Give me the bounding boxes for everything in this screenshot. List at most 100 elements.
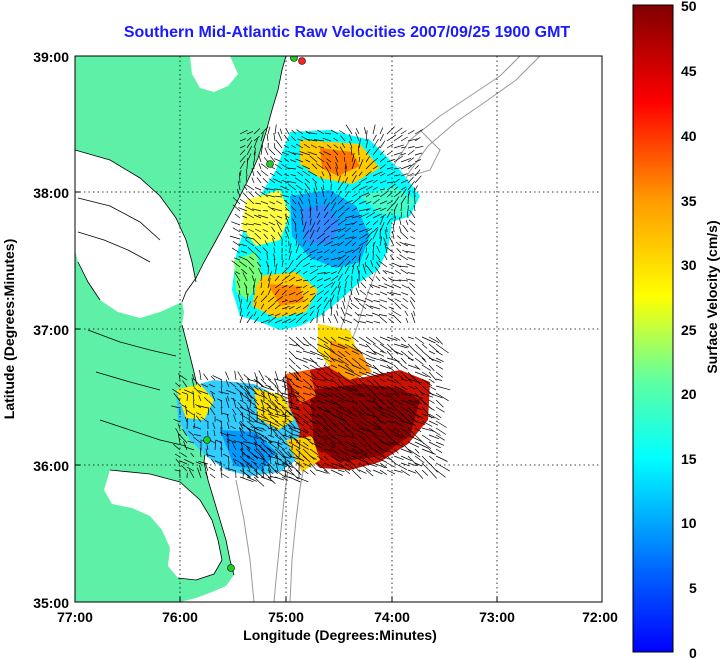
y-tick: 35:00 — [33, 595, 69, 611]
velocity-arrow-icon — [273, 247, 276, 254]
velocity-arrow-icon — [177, 433, 181, 444]
velocity-arrow-icon — [330, 462, 346, 469]
velocity-arrow-icon — [387, 297, 395, 303]
velocity-arrow-icon — [240, 442, 244, 451]
velocity-arrow-icon — [323, 350, 336, 362]
velocity-arrow-icon — [372, 371, 382, 376]
velocity-arrow-icon — [400, 269, 409, 275]
velocity-arrow-icon — [393, 357, 403, 366]
velocity-arrow-icon — [260, 290, 265, 296]
velocity-arrow-icon — [253, 378, 263, 387]
velocity-arrow-icon — [393, 392, 400, 397]
velocity-arrow-icon — [256, 468, 258, 479]
velocity-arrow-icon — [336, 303, 339, 310]
velocity-arrow-icon — [379, 434, 387, 439]
velocity-arrow-icon — [264, 435, 272, 444]
velocity-arrow-icon — [291, 194, 297, 198]
velocity-arrow-icon — [302, 221, 307, 233]
velocity-arrow-icon — [245, 285, 248, 296]
velocity-arrow-icon — [315, 197, 318, 205]
velocity-arrow-icon — [293, 394, 300, 402]
velocity-arrow-icon — [379, 200, 388, 205]
velocity-arrow-icon — [253, 223, 262, 226]
velocity-arrow-icon — [386, 392, 395, 400]
velocity-arrow-icon — [251, 168, 255, 177]
velocity-arrow-icon — [413, 204, 416, 212]
velocity-arrow-icon — [365, 238, 373, 247]
velocity-arrow-icon — [260, 319, 270, 324]
y-tick: 39:00 — [33, 49, 69, 65]
velocity-arrow-icon — [365, 385, 377, 396]
velocity-arrow-icon — [369, 305, 381, 310]
velocity-arrow-icon — [246, 413, 259, 423]
velocity-arrow-icon — [376, 245, 381, 254]
velocity-arrow-icon — [358, 228, 369, 233]
velocity-arrow-icon — [270, 427, 273, 437]
velocity-arrow-icon — [267, 463, 272, 472]
velocity-arrow-icon — [245, 175, 248, 184]
velocity-arrow-icon — [288, 357, 296, 365]
velocity-arrow-icon — [330, 399, 345, 409]
velocity-arrow-icon — [244, 205, 255, 212]
velocity-arrow-icon — [295, 413, 309, 424]
velocity-arrow-icon — [358, 192, 369, 198]
velocity-arrow-icon — [180, 453, 188, 458]
velocity-arrow-icon — [295, 259, 303, 268]
velocity-arrow-icon — [400, 364, 408, 370]
velocity-arrow-icon — [204, 462, 209, 472]
velocity-arrow-icon — [393, 462, 408, 471]
velocity-arrow-icon — [288, 343, 297, 347]
velocity-arrow-icon — [344, 336, 352, 340]
velocity-arrow-icon — [226, 438, 237, 444]
velocity-arrow-icon — [393, 178, 400, 184]
velocity-arrow-icon — [435, 336, 443, 345]
velocity-arrow-icon — [275, 195, 283, 198]
velocity-arrow-icon — [295, 306, 302, 310]
velocity-arrow-icon — [273, 142, 276, 149]
velocity-arrow-icon — [297, 201, 304, 212]
velocity-arrow-icon — [239, 391, 244, 402]
velocity-arrow-icon — [386, 364, 395, 372]
velocity-arrow-icon — [330, 249, 337, 254]
velocity-arrow-icon — [210, 375, 216, 381]
velocity-arrow-icon — [267, 413, 279, 418]
velocity-arrow-icon — [246, 427, 262, 435]
velocity-arrow-icon — [337, 266, 343, 275]
velocity-arrow-icon — [413, 187, 416, 198]
velocity-arrow-icon — [309, 441, 323, 449]
velocity-arrow-icon — [351, 183, 361, 191]
velocity-arrow-icon — [413, 310, 416, 317]
velocity-arrow-icon — [351, 221, 358, 226]
velocity-arrow-icon — [274, 263, 278, 275]
velocity-arrow-icon — [323, 211, 329, 219]
velocity-arrow-icon — [333, 314, 339, 324]
velocity-arrow-icon — [395, 241, 402, 247]
velocity-arrow-icon — [358, 427, 372, 433]
velocity-arrow-icon — [365, 156, 370, 163]
velocity-arrow-icon — [183, 389, 195, 395]
velocity-arrow-icon — [275, 461, 279, 472]
velocity-arrow-icon — [230, 425, 237, 430]
velocity-arrow-icon — [365, 427, 380, 438]
velocity-arrow-icon — [435, 441, 445, 446]
velocity-arrow-icon — [221, 412, 230, 416]
velocity-arrow-icon — [260, 399, 265, 409]
velocity-arrow-icon — [238, 294, 241, 303]
velocity-arrow-icon — [182, 380, 188, 388]
velocity-arrow-icon — [316, 219, 321, 226]
velocity-arrow-icon — [365, 455, 374, 462]
chesapeake-bay — [75, 150, 196, 318]
velocity-arrow-icon — [330, 294, 335, 303]
velocity-arrow-icon — [302, 170, 311, 177]
velocity-arrow-icon — [372, 441, 383, 450]
velocity-arrow-icon — [309, 462, 318, 472]
velocity-arrow-icon — [337, 462, 350, 471]
velocity-arrow-icon — [246, 476, 258, 482]
velocity-arrow-icon — [330, 448, 339, 455]
velocity-arrow-icon — [302, 455, 311, 463]
velocity-arrow-icon — [405, 317, 409, 324]
velocity-arrow-icon — [435, 455, 448, 462]
velocity-arrow-icon — [223, 453, 230, 458]
velocity-arrow-icon — [330, 264, 338, 268]
velocity-arrow-icon — [316, 448, 323, 453]
